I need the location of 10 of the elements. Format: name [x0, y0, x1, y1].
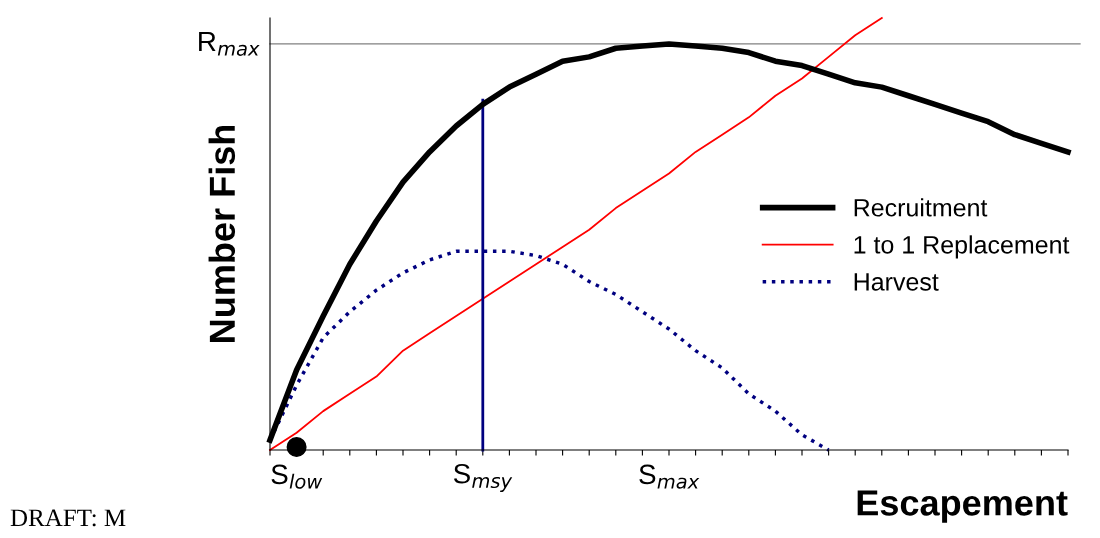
ref-line-label: R$_{max}$ [199, 31, 260, 56]
text: DRAFT: M [10, 509, 126, 527]
legend-label: 1 to 1 Replacement [854, 235, 1070, 259]
x-axis-title: Escapement [857, 490, 1068, 523]
x-tick-label: S$_{low}$ [271, 464, 323, 489]
x-tick-label: S$_{msy}$ [453, 463, 513, 492]
y-axis-title: Number Fish [208, 125, 236, 342]
x-tick-label: S$_{max}$ [639, 464, 700, 489]
legend-label: Recruitment [854, 198, 988, 217]
legend-label: Harvest [854, 273, 939, 291]
